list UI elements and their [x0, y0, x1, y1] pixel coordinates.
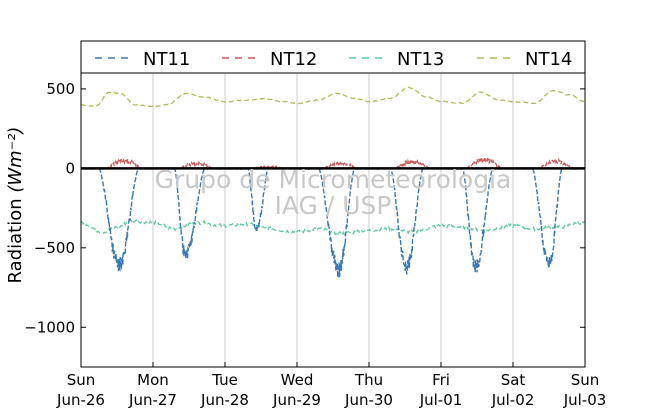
x-tick-date: Jun-30	[344, 391, 393, 409]
x-tick-day: Tue	[211, 371, 238, 389]
grid-layer	[152, 73, 514, 367]
legend-label-nt11: NT11	[143, 49, 190, 70]
x-tick-label: Fri Jul-01	[419, 371, 463, 409]
x-tick-day: Thu	[354, 371, 383, 389]
y-tick-label: 500	[46, 80, 75, 98]
y-axis-label-text: Radiation	[5, 198, 26, 283]
series-line-nt14	[81, 86, 586, 108]
axis-layer: Sun Jun-26 Mon Jun-27 Tue Jun-28 Wed Jun-29 Thu J…	[24, 80, 606, 409]
x-tick-day: Sun	[67, 371, 96, 389]
x-tick-label: Thu Jun-30	[344, 371, 393, 409]
watermark: Grupo de Micrometeorologia IAG / USP	[155, 165, 512, 220]
series-line-nt12	[80, 155, 585, 171]
x-tick-date: Jun-26	[56, 391, 105, 409]
watermark-line-1: Grupo de Micrometeorologia	[155, 165, 512, 194]
legend-label-nt13: NT13	[397, 49, 444, 70]
y-axis-label-unit: (Wm⁻²)	[5, 127, 26, 193]
x-tick-label: Mon Jun-27	[128, 371, 177, 409]
legend-label-nt14: NT14	[525, 49, 572, 70]
x-tick-date: Jul-02	[491, 391, 535, 409]
x-tick-date: Jul-03	[563, 391, 607, 409]
x-tick-date: Jun-27	[128, 391, 177, 409]
watermark-line-2: IAG / USP	[275, 191, 392, 220]
x-tick-date: Jun-29	[272, 391, 321, 409]
x-tick-day: Sat	[501, 371, 526, 389]
y-tick-label: 0	[65, 159, 75, 177]
x-tick-day: Wed	[281, 371, 314, 389]
x-tick-day: Mon	[137, 371, 169, 389]
legend-label-nt12: NT12	[270, 49, 317, 70]
x-tick-label: Wed Jun-29	[272, 371, 321, 409]
x-tick-date: Jun-28	[200, 391, 249, 409]
series-line-nt13	[80, 218, 585, 236]
x-tick-day: Sun	[571, 371, 600, 389]
legend-box	[80, 40, 586, 74]
x-tick-day: Fri	[432, 371, 450, 389]
x-tick-date: Jul-01	[419, 391, 463, 409]
legend: NT11 NT12 NT13 NT14	[80, 40, 586, 74]
y-tick-label: −500	[34, 239, 75, 257]
y-axis-label: Radiation (Wm⁻²)	[5, 127, 26, 284]
x-tick-label: Sun Jun-26	[56, 371, 105, 409]
y-tick-label: −1000	[24, 318, 75, 336]
x-tick-label: Tue Jun-28	[200, 371, 249, 409]
plot-background	[81, 73, 585, 367]
x-tick-label: Sat Jul-02	[491, 371, 535, 409]
x-tick-label: Sun Jul-03	[563, 371, 607, 409]
series-layer	[80, 86, 586, 278]
